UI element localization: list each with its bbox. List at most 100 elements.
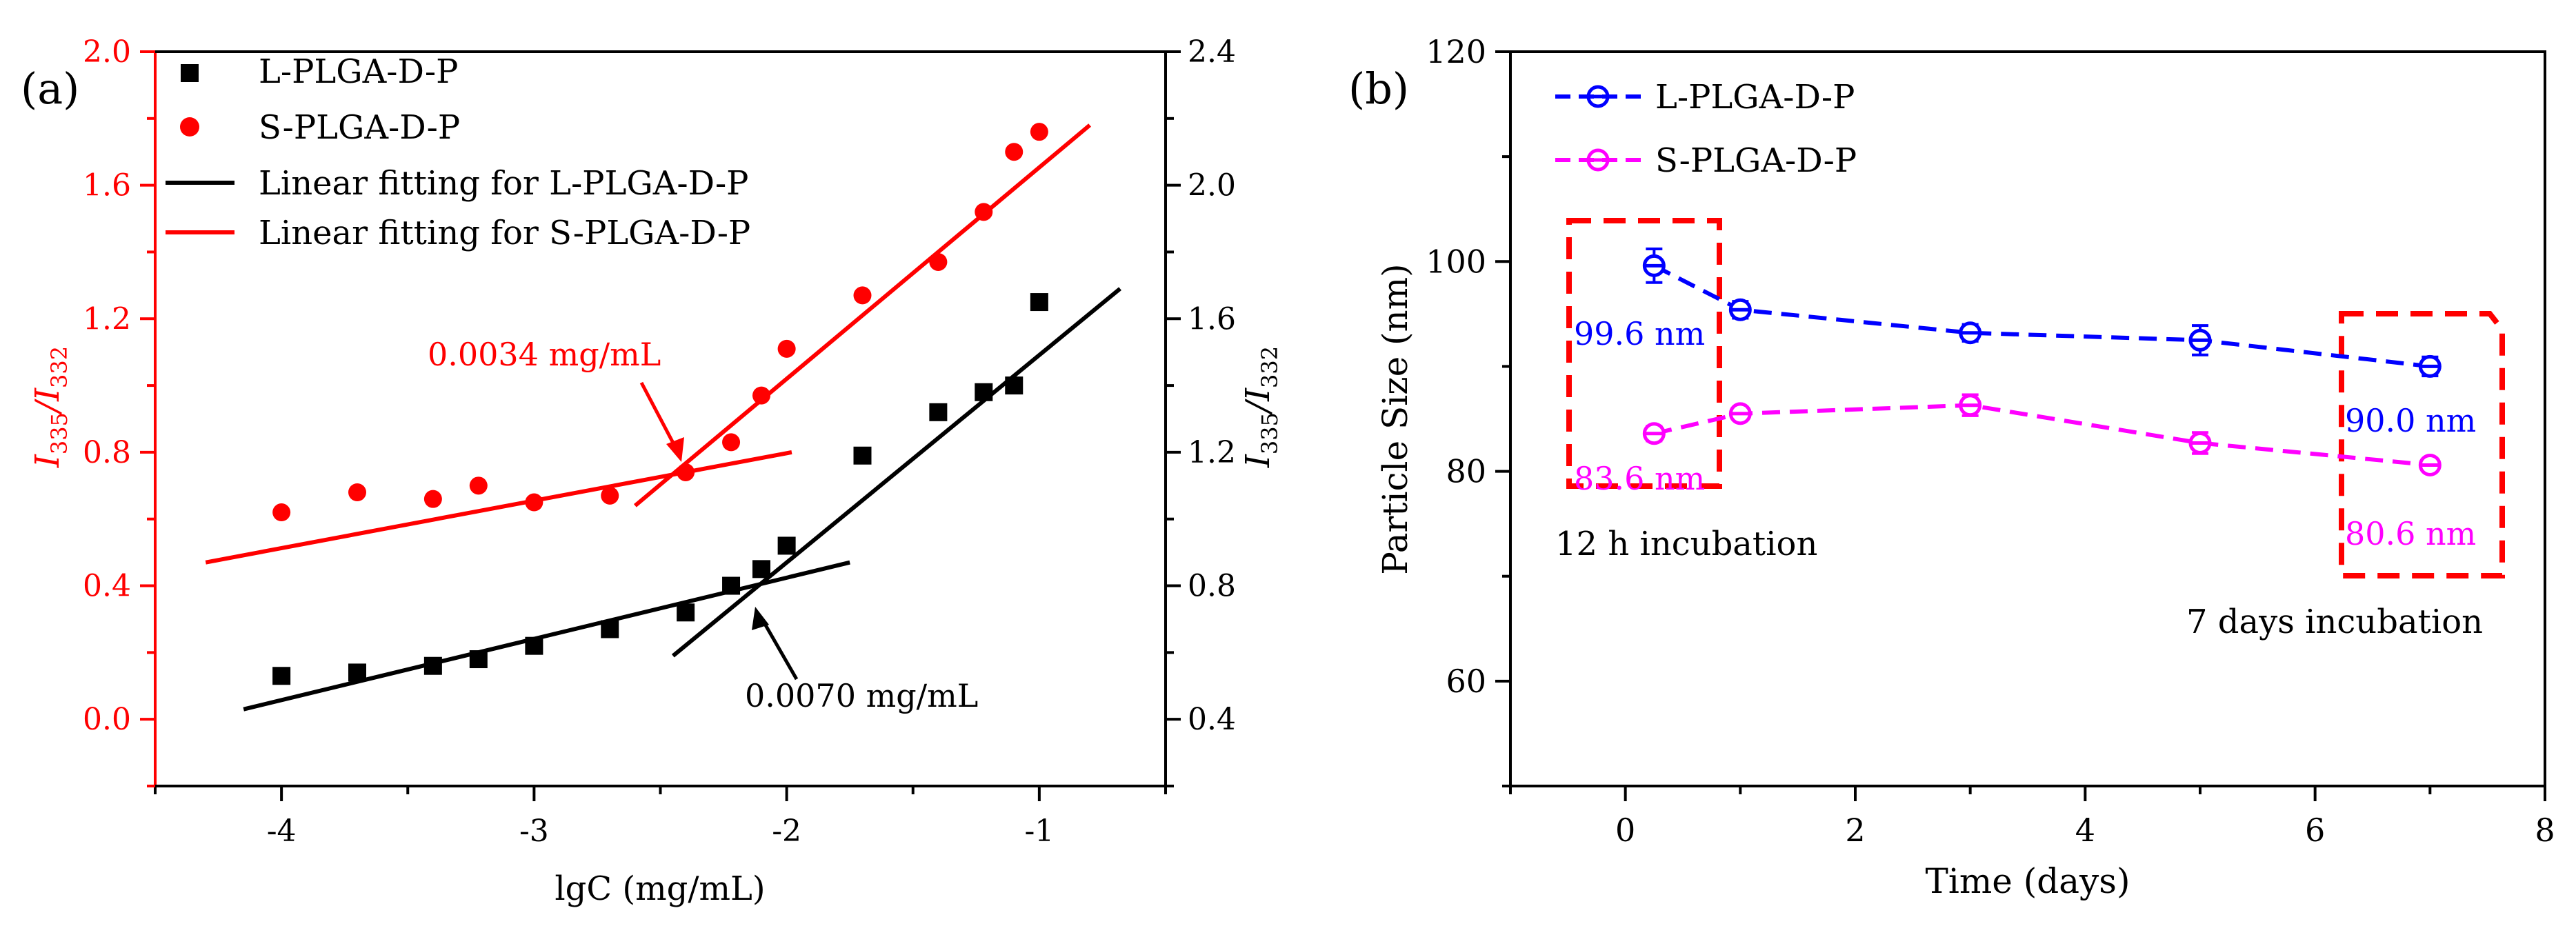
legend-b-label-L: L-PLGA-D-P [1655, 78, 1855, 117]
value-label-L-12h: 99.6 nm [1574, 315, 1705, 352]
fit-line-0-seg-0 [243, 560, 850, 712]
annotation-L-arrowhead [752, 607, 769, 630]
data-point-S [853, 286, 872, 305]
left-y-tick-label: 0.0 [83, 702, 131, 737]
data-point-S [1005, 143, 1024, 161]
fit-line-0-seg-1 [671, 287, 1121, 658]
legend-circle-marker [180, 117, 199, 137]
right-y-tick-label: 1.6 [1188, 301, 1236, 336]
data-point-L [1030, 293, 1048, 312]
panel-a-x-title: lgC (mg/mL) [555, 869, 765, 908]
data-point-L [525, 636, 543, 655]
data-point-S [677, 463, 695, 481]
b-x-tick-label: 6 [2305, 812, 2325, 849]
data-point-S [975, 203, 993, 221]
right-y-title-base: I [1239, 454, 1277, 468]
data-point-L [423, 656, 442, 675]
panel-a-plot-marks [205, 123, 1121, 712]
data-point-L [601, 620, 619, 638]
panel-a-label: (a) [21, 63, 79, 114]
data-point-S [929, 252, 948, 271]
right-y-tick-label: 0.8 [1188, 569, 1236, 604]
data-point-S [752, 386, 770, 405]
box-label-12h: 12 h incubation [1555, 525, 1817, 563]
legend-square-marker [181, 64, 199, 82]
data-point-L [929, 403, 948, 421]
legend-label-fit-L: Linear fitting for L-PLGA-D-P [259, 164, 748, 203]
x-tick-label: -2 [772, 814, 801, 849]
b-x-tick-label: 2 [1845, 812, 1865, 849]
data-point-L [752, 560, 770, 578]
data-point-L [722, 576, 741, 595]
panel-a-left-y-title: I335/I332 [28, 346, 72, 468]
right-y-title-slash: /I [1239, 387, 1277, 415]
b-y-tick-label: 120 [1426, 33, 1486, 70]
x-tick-label: -4 [267, 814, 297, 849]
data-point-S [601, 486, 619, 505]
data-point-L [975, 383, 993, 401]
data-point-S [525, 493, 543, 512]
box-label-7days: 7 days incubation [2186, 603, 2483, 641]
fit-line-1-seg-0 [205, 450, 792, 565]
data-point-S [423, 490, 442, 508]
panel-a-x-title-main: lgC [555, 869, 612, 908]
b-x-tick-label: 4 [2075, 812, 2095, 849]
panel-b-frame [1509, 50, 2546, 787]
legend-label-fit-S: Linear fitting for S-PLGA-D-P [259, 214, 750, 252]
data-point-S [1030, 123, 1048, 141]
legend-b-label-S: S-PLGA-D-P [1655, 141, 1857, 180]
data-point-L [272, 667, 291, 685]
box-12h-incubation [1566, 218, 1722, 489]
left-y-title-sub2: 332 [46, 346, 72, 388]
panel-b-ticks: 0 2 4 6 8 60 80 100 120 [1426, 33, 2555, 849]
value-label-L-7d: 90.0 nm [2345, 402, 2476, 439]
data-point-S [722, 433, 741, 452]
legend-label-S: S-PLGA-D-P [259, 108, 460, 147]
x-tick-label: -3 [519, 814, 549, 849]
b-x-tick-label: 8 [2535, 812, 2555, 849]
panel-b-x-title: Time (days) [1926, 861, 2130, 901]
left-y-tick-label: 0.8 [83, 435, 131, 470]
panel-a-right-y-title: I335/I332 [1239, 346, 1283, 468]
data-point-L [853, 446, 872, 465]
data-point-S [348, 483, 366, 501]
data-point-L [348, 663, 366, 682]
annotation-L-cmc: 0.0070 mg/mL [745, 677, 978, 714]
panel-a-legend: L-PLGA-D-P S-PLGA-D-P Linear fitting for… [166, 52, 750, 252]
fit-line-1-seg-1 [633, 123, 1092, 507]
left-y-title-slash: /I [28, 387, 67, 415]
right-y-tick-label: 1.2 [1188, 435, 1236, 470]
panel-b-plot-marks [1642, 248, 2442, 476]
data-point-S [469, 476, 488, 495]
left-y-tick-label: 2.0 [83, 34, 131, 70]
right-y-tick-label: 2.0 [1188, 168, 1236, 203]
series-line-L [1653, 263, 2430, 369]
box-7days-incubation [2339, 311, 2505, 578]
panel-a-x-title-unit: (mg/mL) [612, 869, 766, 908]
value-label-S-12h: 83.6 nm [1574, 460, 1705, 497]
left-y-tick-label: 1.2 [83, 301, 131, 336]
annotation-L-arrow-shaft [760, 618, 799, 681]
b-x-tick-label: 0 [1615, 812, 1635, 849]
data-point-S [272, 503, 291, 522]
data-point-L [777, 536, 796, 555]
panel-b-legend: L-PLGA-D-P S-PLGA-D-P [1555, 78, 1857, 180]
annotation-S-cmc: 0.0034 mg/mL [428, 336, 661, 373]
panel-a: (a) -4 -3 -2 -1 0.0 0.4 0.8 1.2 1.6 2.0 0.4 0.8 1.2 1… [21, 34, 1283, 908]
x-tick-label: -1 [1024, 814, 1054, 849]
value-label-S-7d: 80.6 nm [2345, 515, 2476, 552]
panel-a-ticks: -4 -3 -2 -1 0.0 0.4 0.8 1.2 1.6 2.0 0.4 0.8 1.2 1.6 2.… [83, 34, 1236, 849]
annotation-S-arrowhead [666, 437, 684, 462]
b-y-tick-label: 80 [1446, 453, 1486, 490]
right-y-tick-label: 2.4 [1188, 34, 1236, 70]
panel-b-label: (b) [1348, 63, 1409, 114]
right-y-title-sub1: 335 [1257, 412, 1283, 454]
annotation-S-arrow-shaft [639, 381, 678, 450]
data-point-L [469, 650, 488, 669]
panel-b: (b) 0 2 4 6 8 60 80 100 120 L-PLGA-D-P S-PLGA-D-… [1348, 33, 2555, 901]
left-y-title-sub1: 335 [46, 412, 72, 454]
left-y-tick-label: 1.6 [83, 168, 131, 203]
right-y-title-sub2: 332 [1257, 346, 1283, 388]
series-line-S [1653, 403, 2430, 467]
